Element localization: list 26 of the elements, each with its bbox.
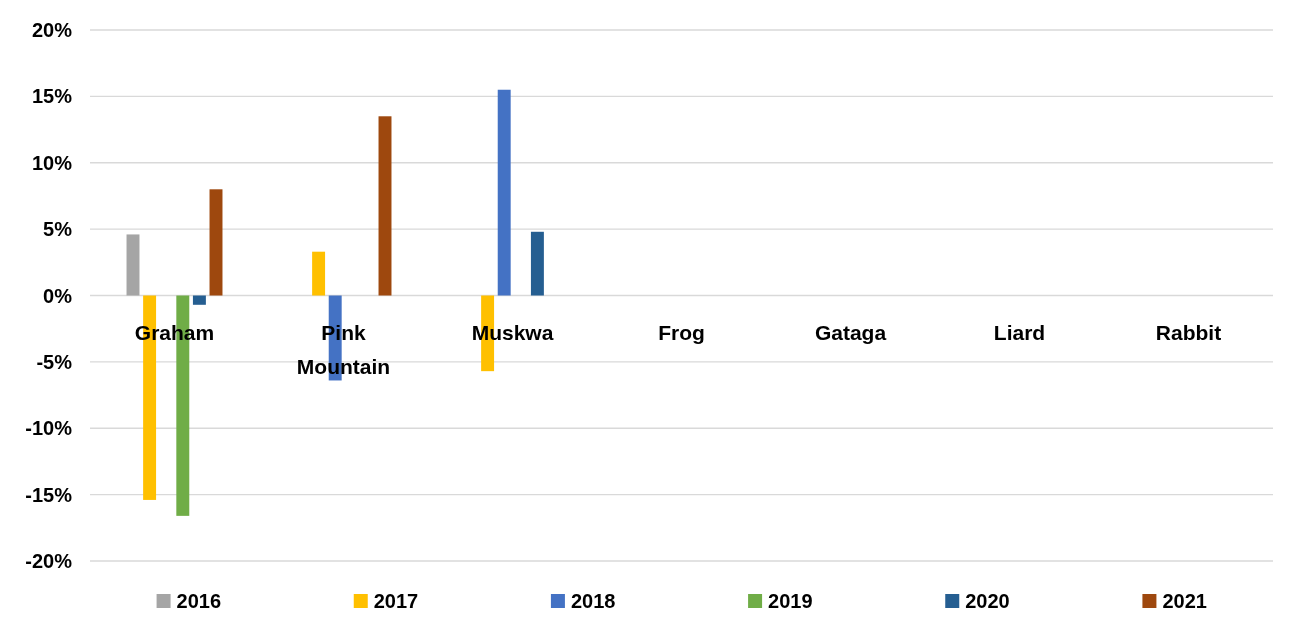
bar bbox=[312, 251, 326, 296]
x-tick-label: Rabbit bbox=[1155, 320, 1222, 344]
y-tick-label: -10% bbox=[25, 417, 73, 440]
y-tick-label: 5% bbox=[43, 218, 73, 241]
bar bbox=[209, 189, 223, 296]
legend-label: 2021 bbox=[1162, 590, 1207, 612]
y-tick-label: 20% bbox=[31, 19, 73, 41]
y-tick-label: -15% bbox=[25, 483, 73, 506]
bar bbox=[530, 231, 544, 296]
legend-label: 2020 bbox=[965, 590, 1010, 612]
legend-label: 2017 bbox=[373, 590, 419, 612]
y-tick-label: -20% bbox=[25, 550, 73, 572]
y-tick-label: 15% bbox=[31, 85, 73, 108]
x-tick-label: Frog bbox=[658, 320, 705, 344]
legend-label: 2018 bbox=[570, 590, 616, 612]
bar bbox=[126, 234, 140, 296]
y-tick-label: -5% bbox=[36, 350, 73, 373]
bar bbox=[192, 295, 206, 305]
x-tick-label: Liard bbox=[993, 320, 1046, 344]
bar bbox=[378, 116, 392, 296]
bar bbox=[497, 89, 511, 296]
y-tick-label: 0% bbox=[43, 284, 73, 307]
y-tick-label: 10% bbox=[31, 151, 73, 174]
x-tick-label: Gataga bbox=[814, 320, 887, 344]
legend-label: 2019 bbox=[768, 590, 813, 612]
legend-label: 2016 bbox=[176, 590, 222, 612]
